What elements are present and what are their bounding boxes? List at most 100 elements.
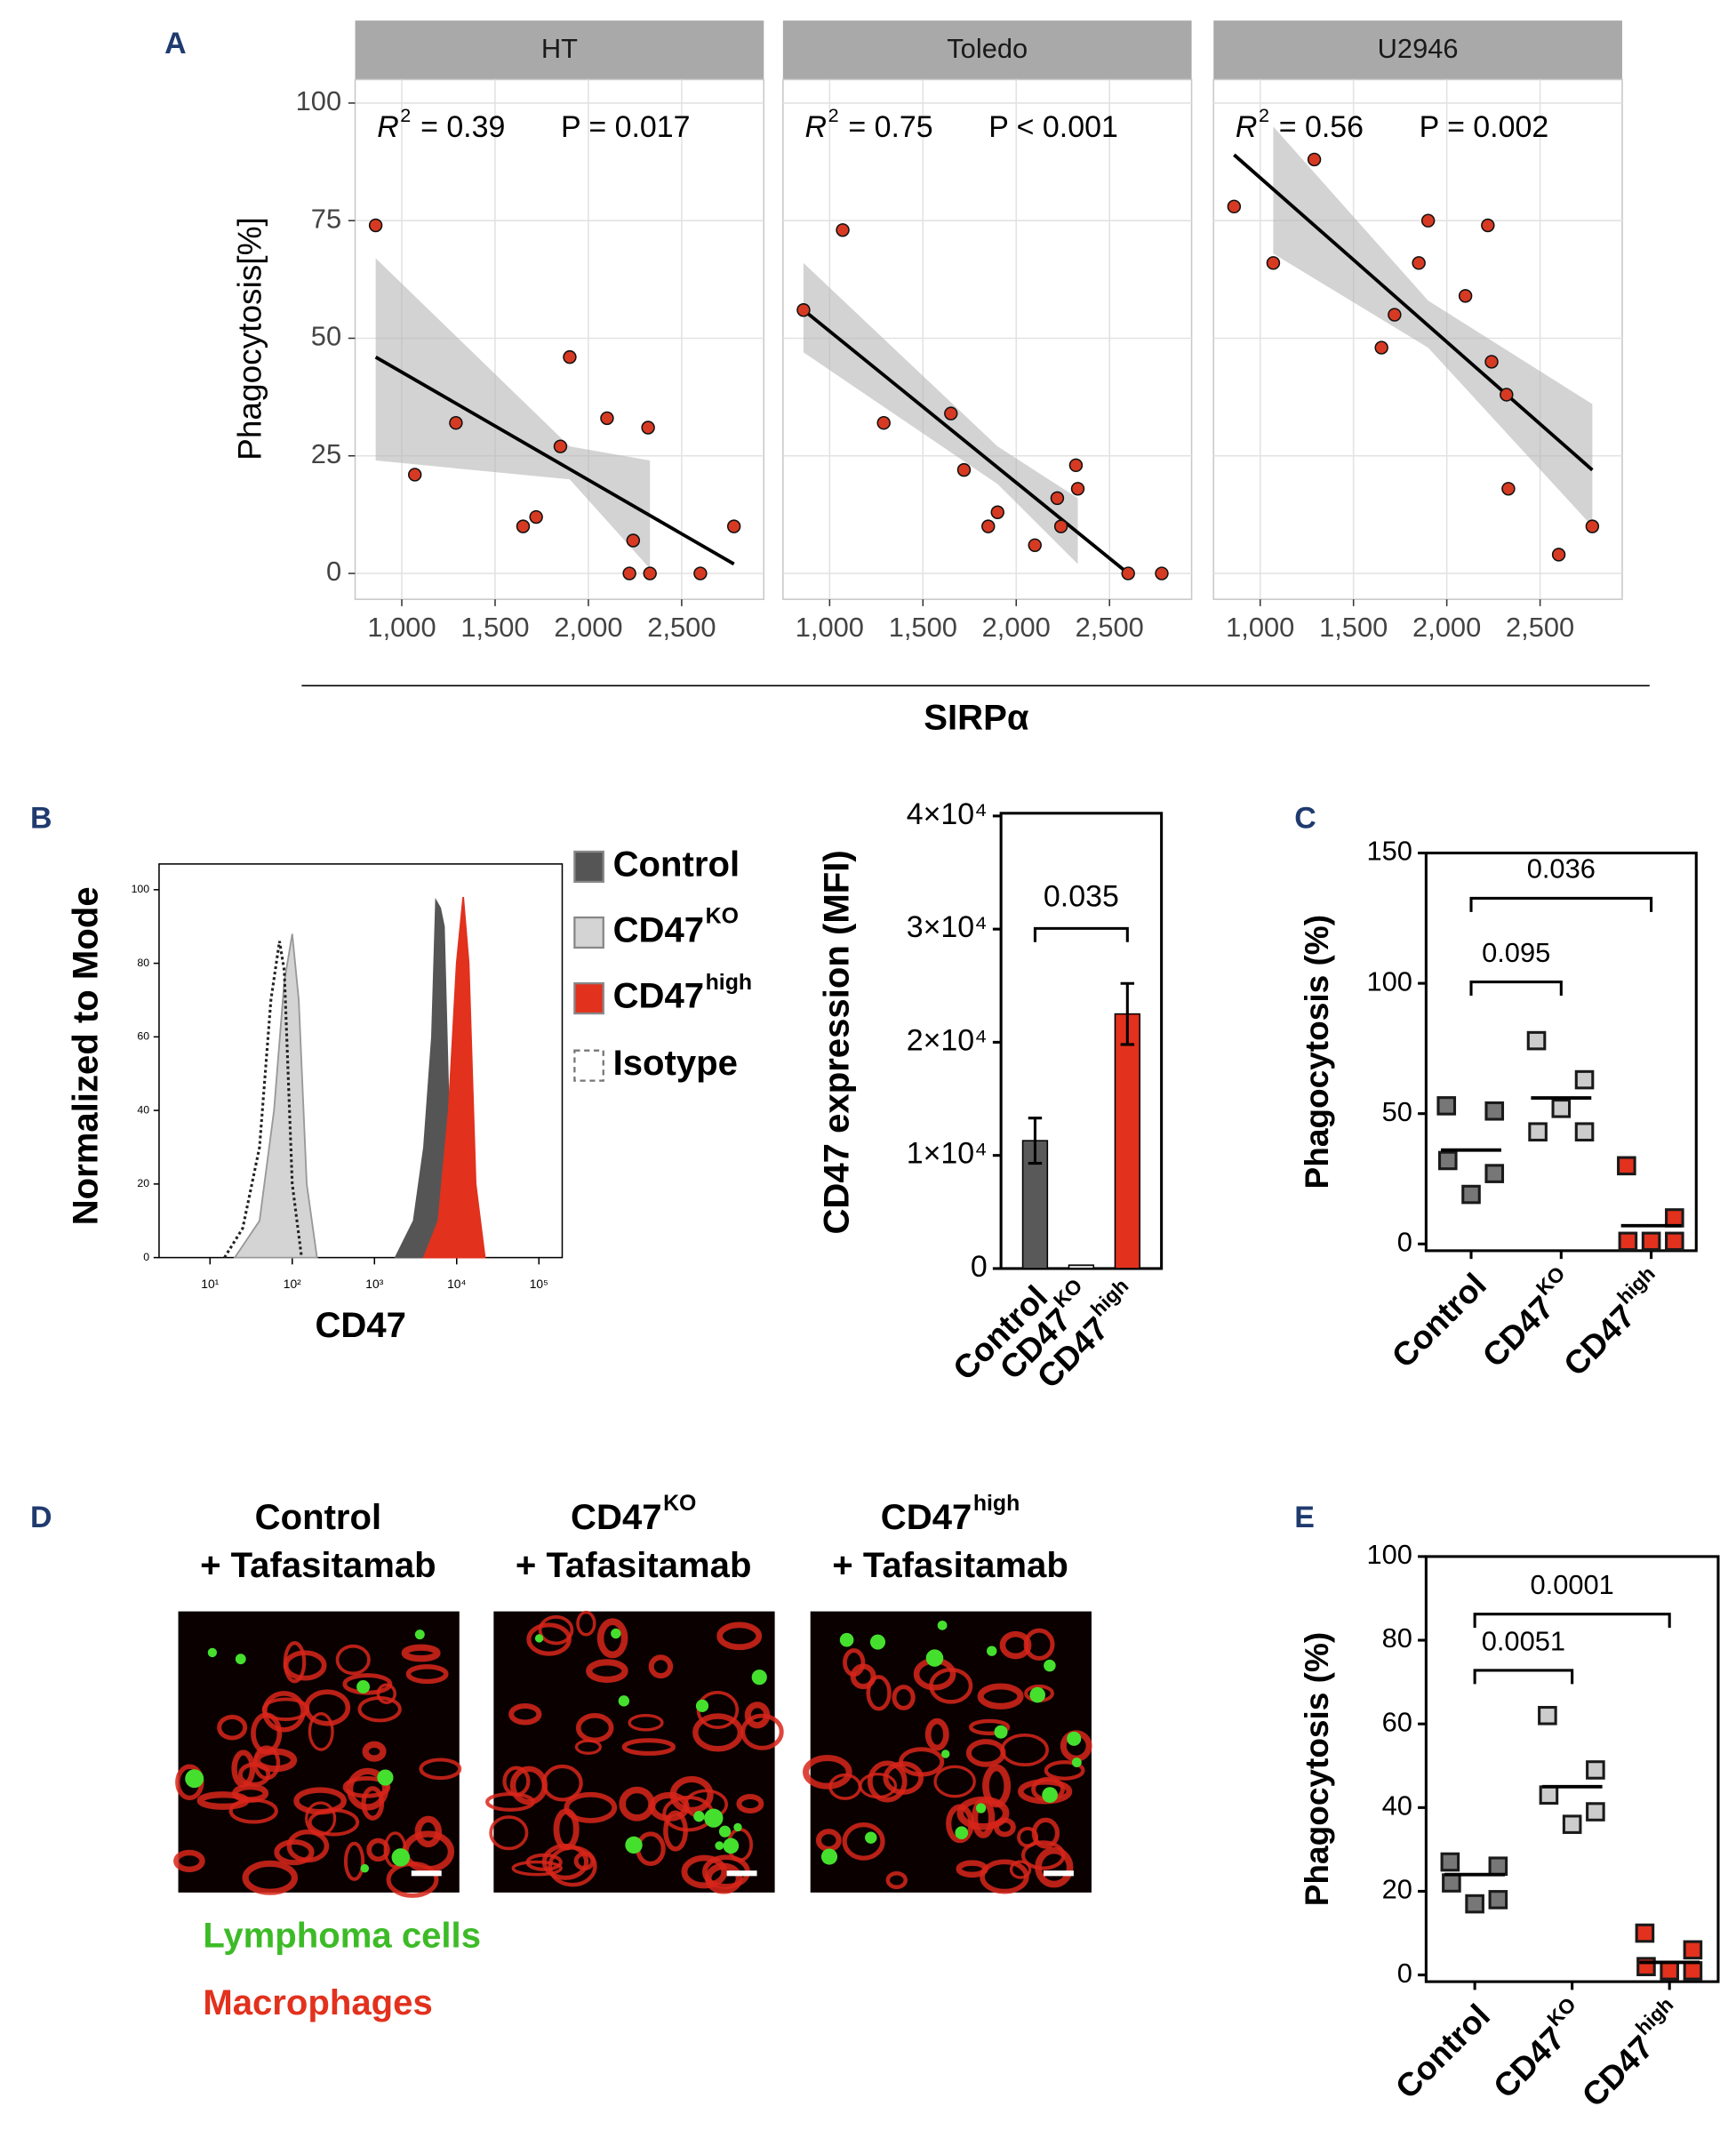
legend-label-group: Isotype	[613, 1044, 738, 1083]
bracket	[1033, 926, 1129, 942]
legend-label-sup: KO	[706, 904, 739, 929]
lymphoma-cell	[1044, 1659, 1056, 1672]
lymphoma-cell	[820, 1848, 838, 1865]
legend-label: Isotype	[613, 1044, 738, 1083]
macrophage	[538, 1614, 574, 1646]
macrophage	[982, 1764, 1012, 1808]
confidence-band	[375, 258, 651, 569]
macrophage	[586, 1659, 628, 1683]
macrophage	[736, 1794, 764, 1814]
y-tick-label: 80	[137, 957, 149, 969]
point	[553, 439, 568, 453]
macrophage	[564, 1791, 618, 1823]
bracket	[1469, 896, 1653, 912]
lymphoma-cell	[1071, 1758, 1082, 1767]
annotation: P = 0.017	[561, 110, 691, 144]
point	[1050, 491, 1065, 506]
lymphoma-cell	[975, 1803, 987, 1814]
legend-label: CD47	[613, 977, 705, 1016]
macrophage	[842, 1822, 885, 1861]
macrophage	[217, 1714, 248, 1741]
lymphoma-cell	[940, 1750, 950, 1758]
point	[1660, 1961, 1679, 1981]
macrophage	[596, 1618, 628, 1659]
x-tick-label: 1,000	[1226, 612, 1294, 643]
x-tick-label: 10⁴	[447, 1277, 466, 1291]
macrophage	[924, 1718, 949, 1751]
point	[836, 223, 850, 237]
point	[956, 462, 972, 477]
point	[1484, 1101, 1505, 1121]
point	[1528, 1122, 1548, 1142]
macrophage	[419, 1758, 462, 1781]
x-tick-label: 2,000	[554, 612, 622, 643]
macrophage	[994, 1817, 1016, 1838]
point	[1068, 458, 1084, 473]
lymphoma-cell	[718, 1825, 732, 1838]
x-tick-label: 10¹	[201, 1277, 219, 1291]
macrophage	[971, 1798, 996, 1838]
point	[1484, 355, 1499, 369]
image-title-group: CD47 high	[881, 1491, 1020, 1537]
y-tick-label: 4×10⁴	[907, 797, 988, 831]
macrophage	[663, 1810, 688, 1852]
annotation: = 0.56	[1279, 110, 1364, 144]
image-legend: Macrophages	[203, 1983, 432, 2022]
point	[1539, 1785, 1559, 1806]
macrophage	[977, 1683, 1024, 1710]
point	[693, 566, 708, 581]
image-title-group: Control	[255, 1498, 382, 1537]
point	[368, 218, 383, 233]
legend-label: Control	[613, 845, 740, 885]
macrophage	[414, 1815, 443, 1848]
image-title-group: CD47 KO	[571, 1491, 696, 1537]
fit-line	[1233, 153, 1594, 472]
point	[622, 566, 636, 581]
point	[1501, 482, 1516, 496]
macrophage	[883, 1761, 924, 1795]
macrophage	[716, 1622, 763, 1651]
point	[1641, 1231, 1661, 1252]
macrophage	[347, 1767, 389, 1811]
x-tick-label: 1,500	[1319, 612, 1388, 643]
y-tick-label: 50	[311, 321, 341, 352]
point	[876, 416, 891, 430]
x-tick-label: 2,500	[1506, 612, 1574, 643]
point	[1500, 388, 1514, 402]
strip-title: HT	[541, 33, 578, 64]
x-tick-label: 1,000	[796, 612, 864, 643]
macrophage	[526, 1622, 572, 1656]
point	[796, 303, 811, 317]
point	[643, 566, 657, 581]
plot-frame	[1424, 1555, 1720, 1983]
point	[1586, 1760, 1605, 1780]
macrophage	[508, 1702, 542, 1726]
point	[1227, 199, 1242, 214]
lymphoma-cell	[185, 1769, 204, 1789]
x-tick-label: 1,000	[367, 612, 436, 643]
point	[1538, 1705, 1557, 1726]
macrophage	[405, 1664, 449, 1685]
macrophage	[681, 1854, 728, 1889]
strip	[782, 20, 1192, 80]
legend-swatch	[573, 1049, 604, 1082]
x-tick-label-group: Control	[1388, 1997, 1497, 2106]
x-tick-label: CD47	[1486, 2019, 1572, 2105]
point	[1436, 1096, 1457, 1116]
y-tick-label: 3×10⁴	[907, 910, 988, 944]
plot-frame	[158, 863, 564, 1259]
legend-swatch	[573, 850, 604, 884]
macrophage	[342, 1673, 393, 1695]
macrophage	[576, 1610, 596, 1637]
macrophage	[692, 1713, 744, 1752]
y-tick-label: 150	[1366, 836, 1412, 867]
x-tick-label: Control	[1388, 1997, 1497, 2106]
point	[626, 533, 641, 548]
macrophage	[357, 1695, 402, 1723]
legend-label-sup: high	[706, 970, 752, 995]
macrophage	[305, 1801, 337, 1837]
x-tick-label: Control	[1384, 1266, 1493, 1375]
point	[516, 519, 531, 533]
